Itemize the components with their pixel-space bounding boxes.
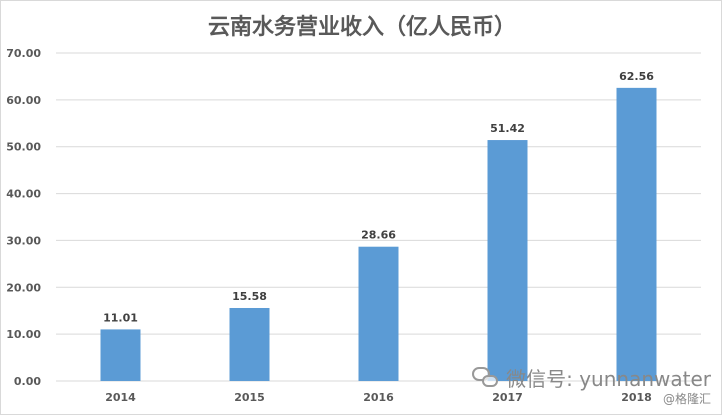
data-label-2014: 11.01: [103, 311, 138, 324]
y-tick-label: 50.00: [6, 141, 41, 154]
bars: [100, 87, 657, 381]
bar-2016: [358, 246, 399, 381]
bar-2017: [487, 140, 528, 381]
x-tick-label-2014: 2014: [105, 391, 136, 404]
wechat-icon: [472, 366, 500, 391]
watermark: 微信号: yunnanwater @格隆汇: [472, 366, 711, 406]
watermark-main-text: 微信号: yunnanwater: [506, 366, 711, 391]
data-labels: 11.01 15.58 28.66 51.42 62.56: [103, 70, 654, 325]
data-label-2016: 28.66: [361, 229, 396, 242]
y-tick-label: 0.00: [14, 375, 41, 388]
x-tick-label-2017: 2017: [492, 391, 523, 404]
y-tick-label: 70.00: [6, 47, 41, 60]
watermark-main: 微信号: yunnanwater: [472, 366, 711, 391]
data-label-2017: 51.42: [490, 122, 525, 135]
x-tick-label-2015: 2015: [234, 391, 265, 404]
bar-2018: [616, 87, 657, 381]
y-tick-label: 20.00: [6, 281, 41, 294]
data-label-2015: 15.58: [232, 290, 267, 303]
y-axis: 0.00 10.00 20.00 30.00 40.00 50.00 60.00 70.00: [6, 47, 41, 388]
y-tick-label: 40.00: [6, 188, 41, 201]
y-tick-label: 10.00: [6, 328, 41, 341]
chart-title: 云南水务营业收入（亿人民币）: [208, 14, 516, 40]
bar-2015: [229, 307, 270, 381]
watermark-sub-text: @格隆汇: [662, 391, 711, 406]
x-tick-label-2018: 2018: [621, 391, 652, 404]
x-tick-label-2016: 2016: [363, 391, 394, 404]
y-tick-label: 30.00: [6, 234, 41, 247]
y-tick-label: 60.00: [6, 94, 41, 107]
data-label-2018: 62.56: [619, 70, 654, 83]
bar-2014: [100, 329, 141, 381]
x-axis: 2014 2015 2016 2017 2018: [105, 391, 652, 404]
